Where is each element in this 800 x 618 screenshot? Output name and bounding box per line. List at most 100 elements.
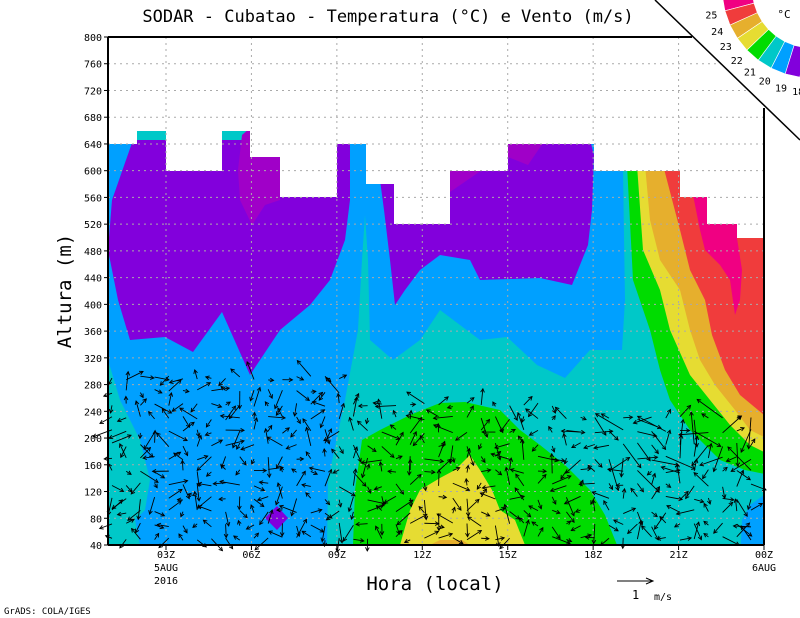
wind-vector-shaft [465,478,468,486]
wind-vector [481,485,496,490]
wind-vector [278,504,297,513]
wind-vector-shaft [433,415,453,419]
wind-vector-head [183,528,188,534]
wind-vector-shaft [509,458,512,470]
wind-vector-shaft [225,524,227,538]
wind-vector-head [205,422,211,428]
wind-vector [310,508,323,514]
wind-vector-shaft [361,457,369,478]
wind-vector-shaft [661,466,681,474]
y-tick-label: 520 [84,220,102,231]
x-axis-label: Hora (local) [366,573,503,595]
wind-vector-head [406,391,412,396]
wind-vector-shaft [168,500,182,511]
wind-vector-head [290,511,295,517]
wind-vector [197,454,209,461]
wind-vector-head [372,401,378,406]
wind-vector [693,521,701,540]
wind-vector-shaft [694,498,704,503]
wind-vector [713,522,723,534]
wind-vector [452,482,471,492]
wind-vector-shaft [736,522,750,538]
wind-vector-shaft [338,403,345,420]
wind-vector [656,536,666,541]
wind-vector-head [531,521,537,526]
wind-vector-shaft [259,481,269,484]
wind-vector [565,497,575,517]
wind-vector-shaft [703,521,709,526]
wind-vector-head [196,466,202,472]
wind-vector-shaft [603,500,610,511]
wind-vector-shaft [722,486,726,499]
wind-vector [225,511,231,527]
wind-vector-head [258,480,264,485]
wind-vector-head [116,511,122,517]
wind-vector-head [249,396,254,402]
wind-vector-head [436,513,442,518]
wind-vector-head [336,392,341,398]
colorbar-label: 24 [711,27,723,38]
wind-vector-head [594,413,600,418]
wind-vector [301,483,311,488]
chart-title: SODAR - Cubatao - Temperatura (°C) e Ven… [142,7,633,27]
wind-vector [276,482,283,499]
wind-vector [296,390,310,401]
wind-vector [111,485,125,493]
wind-vector-head [639,487,644,493]
wind-vector-head [520,418,526,424]
wind-vector [168,430,188,442]
wind-vector [736,415,743,420]
wind-vector-head [640,525,646,530]
wind-vector-head [242,460,247,466]
wind-vector-shaft [395,432,404,446]
wind-vector [499,418,510,433]
wind-vector-head [302,418,307,423]
wind-vector-shaft [296,390,310,401]
wind-vector-shaft [693,436,698,457]
wind-vector-shaft [747,499,752,510]
wind-vector-shaft [374,486,382,490]
wind-vector-head [425,409,431,414]
wind-vector-shaft [388,470,397,473]
wind-vector-shaft [750,438,756,446]
wind-vector-head [528,431,534,436]
wind-vector-head [699,461,705,467]
wind-vector-shaft [466,465,469,473]
wind-vector-head [432,415,438,421]
wind-vector-head [408,409,414,415]
wind-vector [587,464,596,472]
wind-vector-head [656,536,662,541]
wind-vector-shaft [127,510,141,521]
wind-vector-head [127,470,132,475]
wind-vector [223,524,229,539]
wind-vector [693,430,722,447]
wind-vector [549,452,555,474]
wind-vector-head [266,436,272,441]
wind-vector-head [490,452,496,458]
wind-vector [651,511,658,518]
wind-vector-head [446,404,452,410]
wind-vector-shaft [375,405,397,408]
wind-vector-shaft [211,387,230,392]
wind-vector-shaft [693,430,721,447]
wind-vector-shaft [342,525,354,542]
wind-vector-shaft [324,429,330,444]
wind-vector-head [176,451,182,456]
wind-vector [466,516,482,527]
wind-vector-shaft [406,391,425,405]
wind-vector [140,446,152,459]
wind-vector-shaft [393,410,397,418]
wind-vector-shaft [126,371,144,381]
wind-vector [552,475,572,485]
x-tick-label: 18Z [584,550,602,561]
wind-vector-shaft [552,458,565,462]
wind-vector-shaft [736,442,739,467]
wind-vector-head [397,455,403,460]
wind-vector-shaft [740,525,752,541]
wind-vector-shaft [235,469,241,476]
wind-vector-shaft [381,496,385,506]
wind-vector-shaft [585,536,595,539]
wind-vector-head [320,409,326,414]
wind-vector-head [591,539,597,545]
wind-vector [621,487,627,499]
